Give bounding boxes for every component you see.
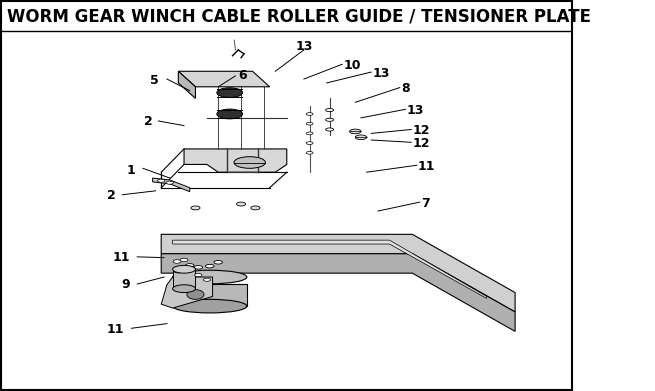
- Ellipse shape: [234, 157, 265, 168]
- Ellipse shape: [187, 290, 204, 300]
- Ellipse shape: [173, 260, 181, 263]
- Ellipse shape: [306, 151, 313, 154]
- Polygon shape: [178, 71, 195, 99]
- Text: 13: 13: [407, 104, 424, 117]
- Text: 13: 13: [295, 39, 312, 52]
- Text: 2: 2: [144, 115, 153, 128]
- Text: 5: 5: [149, 74, 159, 88]
- Text: 11: 11: [418, 160, 436, 173]
- Text: 9: 9: [121, 278, 130, 291]
- Text: 2: 2: [107, 189, 115, 202]
- Ellipse shape: [306, 122, 313, 125]
- Ellipse shape: [326, 128, 333, 131]
- Ellipse shape: [166, 181, 174, 184]
- Ellipse shape: [191, 206, 200, 210]
- Text: 6: 6: [238, 69, 247, 82]
- Ellipse shape: [173, 285, 195, 292]
- Polygon shape: [161, 234, 515, 312]
- Text: 1: 1: [127, 164, 136, 177]
- Polygon shape: [161, 254, 515, 332]
- Ellipse shape: [194, 265, 202, 269]
- Ellipse shape: [326, 109, 333, 112]
- Ellipse shape: [157, 179, 165, 182]
- Ellipse shape: [195, 274, 202, 277]
- Ellipse shape: [174, 269, 183, 273]
- Text: 12: 12: [413, 136, 430, 150]
- Polygon shape: [153, 178, 190, 192]
- Ellipse shape: [217, 109, 242, 119]
- Ellipse shape: [185, 264, 194, 267]
- Polygon shape: [173, 269, 195, 289]
- Text: 13: 13: [373, 67, 390, 80]
- Ellipse shape: [350, 129, 361, 134]
- Text: 8: 8: [401, 82, 409, 95]
- Ellipse shape: [173, 270, 247, 284]
- Ellipse shape: [214, 260, 223, 264]
- Ellipse shape: [326, 118, 333, 121]
- Text: 12: 12: [413, 124, 430, 137]
- Ellipse shape: [217, 88, 242, 97]
- Ellipse shape: [203, 278, 210, 281]
- Ellipse shape: [180, 258, 188, 262]
- Ellipse shape: [236, 202, 246, 206]
- Ellipse shape: [355, 135, 367, 140]
- Text: WORM GEAR WINCH CABLE ROLLER GUIDE / TENSIONER PLATE: WORM GEAR WINCH CABLE ROLLER GUIDE / TEN…: [7, 8, 591, 26]
- Text: 11: 11: [107, 323, 124, 336]
- Polygon shape: [178, 71, 270, 87]
- Ellipse shape: [306, 113, 313, 115]
- Ellipse shape: [173, 300, 247, 313]
- Polygon shape: [161, 277, 213, 308]
- Ellipse shape: [206, 264, 214, 268]
- Polygon shape: [173, 240, 487, 298]
- Ellipse shape: [173, 265, 195, 273]
- Text: 10: 10: [344, 59, 362, 72]
- Ellipse shape: [306, 132, 313, 135]
- Ellipse shape: [306, 142, 313, 144]
- Polygon shape: [184, 149, 287, 172]
- Polygon shape: [173, 283, 247, 306]
- Text: 11: 11: [112, 251, 130, 264]
- Ellipse shape: [251, 206, 260, 210]
- Text: 7: 7: [421, 197, 430, 210]
